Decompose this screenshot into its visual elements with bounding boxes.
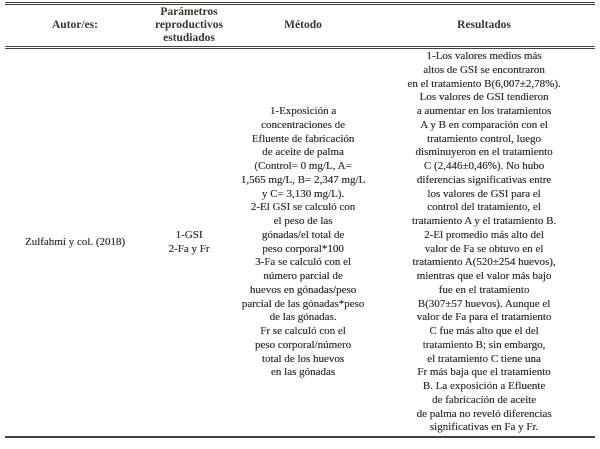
review-table: Autor/es: Parámetros reproductivos estud…	[5, 2, 595, 438]
cell-method: 1-Exposición a concentraciones de Efluen…	[233, 47, 373, 438]
header-results: Resultados	[373, 2, 595, 49]
table-header-row: Autor/es: Parámetros reproductivos estud…	[5, 2, 595, 49]
cell-parameters: 1-GSI 2-Fa y Fr	[145, 47, 233, 438]
cell-author: Zulfahmi y col. (2018)	[5, 47, 145, 438]
header-author: Autor/es:	[5, 2, 145, 49]
table-row: Zulfahmi y col. (2018) 1-GSI 2-Fa y Fr 1…	[5, 47, 595, 438]
cell-results: 1-Los valores medios más altos de GSI se…	[373, 47, 595, 438]
header-method: Método	[233, 2, 373, 49]
header-parameters: Parámetros reproductivos estudiados	[145, 2, 233, 49]
